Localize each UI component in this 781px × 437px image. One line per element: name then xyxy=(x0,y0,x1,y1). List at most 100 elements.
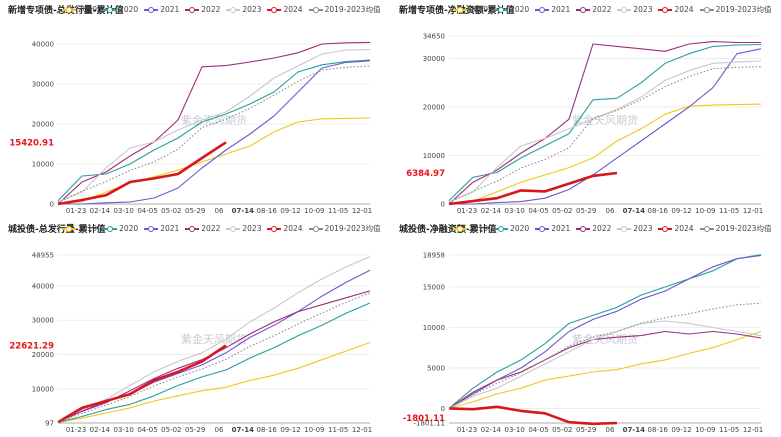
latest-value-callout: -1801.11 xyxy=(403,414,445,424)
legend-item-2021[interactable]: 2021 xyxy=(535,223,570,234)
x-tick-label: 07-14 xyxy=(623,207,646,215)
chart-legend[interactable]: 2019 2020 2021 2022 2023 2024 2019-2023均值 xyxy=(62,223,380,234)
legend-marker-icon xyxy=(498,225,505,232)
legend-marker-icon xyxy=(539,6,546,13)
legend-label: 2021 xyxy=(160,5,180,14)
series-line-2020 xyxy=(448,43,762,201)
x-tick-label: 03-10 xyxy=(504,207,524,215)
y-tick-label: 10000 xyxy=(423,152,445,160)
legend-label: 2020 xyxy=(510,224,530,233)
legend-label: 2022 xyxy=(592,5,612,14)
x-tick-label: 05-02 xyxy=(161,207,181,215)
legend-swatch-icon xyxy=(617,225,632,232)
legend-swatch-icon xyxy=(494,6,509,13)
legend-item-2024[interactable]: 2024 xyxy=(658,4,694,15)
legend-swatch-icon xyxy=(494,225,509,232)
x-tick-label: 02-14 xyxy=(90,207,111,215)
x-tick-label: 09-12 xyxy=(280,207,300,215)
legend-item-2019[interactable]: 2019 xyxy=(62,4,97,15)
legend-marker-icon xyxy=(189,225,196,232)
series-line-2022 xyxy=(448,330,762,409)
y-tick-label: 10000 xyxy=(423,324,445,332)
y-tick-label: 18958 xyxy=(423,252,445,260)
x-tick-label: 01-23 xyxy=(66,426,86,434)
x-tick-label: 06 xyxy=(606,426,615,434)
series-line-avg xyxy=(448,302,762,409)
y-tick-label: 0 xyxy=(441,201,445,209)
legend-item-2020[interactable]: 2020 xyxy=(103,4,138,15)
legend-swatch-icon xyxy=(699,6,714,13)
x-tick-label: 09-12 xyxy=(280,426,300,434)
legend-item-avg[interactable]: 2019-2023均值 xyxy=(308,4,380,15)
chart-plot: 紫金天风期货 0 10000 20000 30000 40000 01-23 02-14 03-… xyxy=(9,41,372,216)
legend-item-2020[interactable]: 2020 xyxy=(103,223,138,234)
x-tick-label: 11-05 xyxy=(328,426,348,434)
legend-item-avg[interactable]: 2019-2023均值 xyxy=(699,4,772,15)
y-tick-label: 20000 xyxy=(423,104,445,112)
y-tick-label: 0 xyxy=(441,405,445,413)
chart-legend[interactable]: 2019 2020 2021 2022 2023 2024 2019-2023均值 xyxy=(453,4,771,15)
legend-item-2022[interactable]: 2022 xyxy=(576,4,611,15)
x-tick-label: 12-01 xyxy=(352,207,372,215)
legend-swatch-icon xyxy=(699,225,714,232)
x-tick-label: 05-29 xyxy=(576,207,596,215)
x-tick-label: 04-05 xyxy=(137,426,157,434)
legend-marker-icon xyxy=(66,225,72,232)
x-tick-label: 06 xyxy=(215,207,224,215)
legend-item-2024[interactable]: 2024 xyxy=(267,223,303,234)
legend-item-2023[interactable]: 2023 xyxy=(617,223,652,234)
x-tick-label: 04-05 xyxy=(137,207,157,215)
x-tick-label: 12-01 xyxy=(743,426,763,434)
series-line-2024 xyxy=(448,405,618,426)
x-tick-label: 08-16 xyxy=(647,207,668,215)
legend-marker-icon xyxy=(312,225,319,232)
y-tick-label: 0 xyxy=(50,201,54,209)
legend-item-2020[interactable]: 2020 xyxy=(494,223,529,234)
series-line-2020 xyxy=(57,59,371,202)
y-tick-label: 10000 xyxy=(32,161,54,169)
chart-legend[interactable]: 2019 2020 2021 2022 2023 2024 2019-2023均值 xyxy=(62,4,380,15)
legend-marker-icon xyxy=(271,225,278,232)
legend-item-2019[interactable]: 2019 xyxy=(62,223,97,234)
legend-item-2021[interactable]: 2021 xyxy=(144,4,179,15)
legend-item-2022[interactable]: 2022 xyxy=(185,223,220,234)
legend-item-2024[interactable]: 2024 xyxy=(267,4,303,15)
legend-item-avg[interactable]: 2019-2023均值 xyxy=(308,223,380,234)
legend-marker-icon xyxy=(498,6,505,13)
watermark-text: 紫金天风期货 xyxy=(181,332,247,346)
legend-swatch-icon xyxy=(144,6,159,13)
legend-item-2023[interactable]: 2023 xyxy=(226,4,261,15)
legend-label: 2024 xyxy=(674,224,694,233)
legend-label: 2023 xyxy=(242,5,262,14)
legend-swatch-icon xyxy=(226,6,241,13)
legend-label: 2019-2023均值 xyxy=(715,5,772,14)
legend-item-2019[interactable]: 2019 xyxy=(453,4,488,15)
legend-item-2024[interactable]: 2024 xyxy=(658,223,694,234)
x-tick-label: 10-09 xyxy=(304,426,324,434)
y-tick-label: 10000 xyxy=(32,385,54,393)
legend-marker-icon xyxy=(703,6,710,13)
legend-item-avg[interactable]: 2019-2023均值 xyxy=(699,223,771,234)
x-tick-label: 05-02 xyxy=(552,207,572,215)
x-tick-label: 01-23 xyxy=(457,426,477,434)
legend-marker-icon xyxy=(703,225,710,232)
x-tick-label: 02-14 xyxy=(481,426,502,434)
legend-item-2020[interactable]: 2020 xyxy=(494,4,529,15)
legend-swatch-icon xyxy=(535,225,550,232)
legend-item-2021[interactable]: 2021 xyxy=(144,223,179,234)
legend-item-2022[interactable]: 2022 xyxy=(185,4,220,15)
legend-item-2023[interactable]: 2023 xyxy=(617,4,652,15)
y-tick-label: 34650 xyxy=(423,33,445,41)
legend-swatch-icon xyxy=(308,225,323,232)
legend-item-2022[interactable]: 2022 xyxy=(576,223,611,234)
legend-item-2023[interactable]: 2023 xyxy=(226,223,261,234)
legend-item-2019[interactable]: 2019 xyxy=(453,223,488,234)
x-tick-label: 05-29 xyxy=(185,426,205,434)
series-line-2021 xyxy=(58,60,371,205)
legend-item-2021[interactable]: 2021 xyxy=(535,4,570,15)
legend-label: 2021 xyxy=(551,224,571,233)
series-line-2019 xyxy=(57,117,371,205)
chart-legend[interactable]: 2019 2020 2021 2022 2023 2024 2019-2023均值 xyxy=(453,223,771,234)
